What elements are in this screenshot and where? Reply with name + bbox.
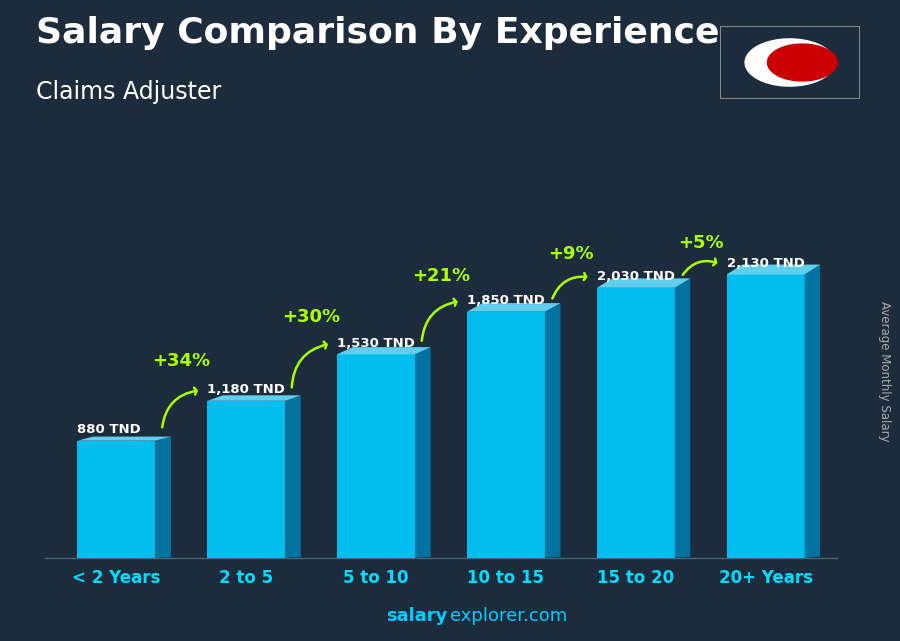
Text: +21%: +21% bbox=[412, 267, 470, 285]
Polygon shape bbox=[799, 56, 825, 70]
Polygon shape bbox=[77, 437, 171, 440]
Polygon shape bbox=[726, 265, 820, 274]
Text: 2,130 TND: 2,130 TND bbox=[726, 257, 805, 270]
Polygon shape bbox=[285, 395, 301, 558]
Text: 880 TND: 880 TND bbox=[77, 423, 141, 436]
Polygon shape bbox=[597, 278, 690, 288]
Text: +34%: +34% bbox=[152, 352, 211, 370]
Polygon shape bbox=[338, 354, 415, 558]
Text: explorer.com: explorer.com bbox=[450, 607, 567, 625]
Polygon shape bbox=[805, 265, 820, 558]
Polygon shape bbox=[467, 312, 544, 558]
Text: +5%: +5% bbox=[678, 234, 724, 252]
Polygon shape bbox=[207, 395, 301, 401]
Text: Average Monthly Salary: Average Monthly Salary bbox=[878, 301, 890, 442]
Polygon shape bbox=[338, 347, 430, 354]
Polygon shape bbox=[156, 437, 171, 558]
Text: 1,850 TND: 1,850 TND bbox=[467, 294, 544, 307]
Polygon shape bbox=[675, 278, 690, 558]
Text: 1,180 TND: 1,180 TND bbox=[207, 383, 285, 396]
Text: +30%: +30% bbox=[282, 308, 340, 326]
Text: 1,530 TND: 1,530 TND bbox=[338, 337, 415, 349]
Polygon shape bbox=[796, 56, 826, 71]
Polygon shape bbox=[77, 440, 156, 558]
Polygon shape bbox=[726, 274, 805, 558]
Polygon shape bbox=[544, 303, 561, 558]
Polygon shape bbox=[207, 401, 285, 558]
Text: +9%: +9% bbox=[548, 246, 594, 263]
Polygon shape bbox=[467, 303, 561, 312]
Polygon shape bbox=[597, 288, 675, 558]
Text: 2,030 TND: 2,030 TND bbox=[597, 270, 675, 283]
Polygon shape bbox=[415, 347, 430, 558]
Text: salary: salary bbox=[386, 607, 447, 625]
Polygon shape bbox=[745, 39, 834, 86]
Text: Claims Adjuster: Claims Adjuster bbox=[36, 80, 221, 104]
Text: Salary Comparison By Experience: Salary Comparison By Experience bbox=[36, 16, 719, 50]
Polygon shape bbox=[768, 44, 837, 81]
